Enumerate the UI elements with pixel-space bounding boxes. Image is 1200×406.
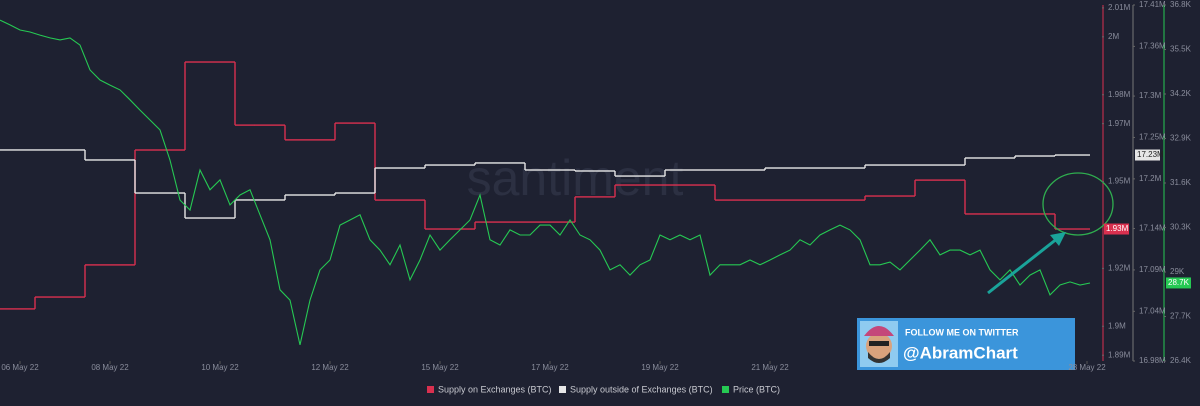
x-tick-label: 17 May 22 bbox=[531, 363, 569, 372]
legend-label: Supply on Exchanges (BTC) bbox=[438, 384, 552, 394]
y-tick-label: 1.89M bbox=[1108, 350, 1131, 359]
x-tick-label: 15 May 22 bbox=[421, 363, 459, 372]
y-tick-label: 17.09M bbox=[1139, 265, 1166, 274]
y-tick-label: 17.3M bbox=[1139, 91, 1162, 100]
legend-label: Supply outside of Exchanges (BTC) bbox=[570, 384, 713, 394]
avatar-beard bbox=[868, 352, 890, 363]
y-tick-label: 36.8K bbox=[1170, 0, 1192, 9]
legend-swatch bbox=[559, 386, 566, 393]
price-line bbox=[0, 19, 1091, 346]
y-tick-label: 1.92M bbox=[1108, 263, 1131, 272]
y-tick-label: 2M bbox=[1108, 32, 1119, 41]
x-tick-label: 06 May 22 bbox=[1, 363, 39, 372]
x-tick-label: 12 May 22 bbox=[311, 363, 349, 372]
y-tick-label: 26.4K bbox=[1170, 356, 1192, 365]
y-tick-label: 2.01M bbox=[1108, 3, 1131, 12]
x-tick-label: 21 May 22 bbox=[751, 363, 789, 372]
y-tick-label: 1.9M bbox=[1108, 321, 1126, 330]
y-tick-label: 29K bbox=[1170, 267, 1185, 276]
y-tick-label: 30.3K bbox=[1170, 223, 1192, 232]
avatar-cap bbox=[864, 326, 894, 336]
promo-badge: FOLLOW ME ON TWITTER @AbramChart bbox=[857, 318, 1075, 370]
y-tick-label: 17.04M bbox=[1139, 306, 1166, 315]
promo-line1: FOLLOW ME ON TWITTER bbox=[905, 327, 1019, 337]
y-tick-label: 17.2M bbox=[1139, 174, 1162, 183]
legend-label: Price (BTC) bbox=[733, 384, 780, 394]
y-tick-label: 34.2K bbox=[1170, 89, 1192, 98]
y-tick-label: 17.41M bbox=[1139, 0, 1166, 9]
legend-swatch bbox=[722, 386, 729, 393]
y-tick-label: 1.98M bbox=[1108, 90, 1131, 99]
y-tick-label: 32.9K bbox=[1170, 134, 1192, 143]
last-value-label: 28.7K bbox=[1168, 278, 1190, 287]
y-tick-label: 17.14M bbox=[1139, 224, 1166, 233]
x-tick-label: 28 May 22 bbox=[1068, 363, 1106, 372]
x-tick-label: 19 May 22 bbox=[641, 363, 679, 372]
last-value-label: 1.93M bbox=[1106, 224, 1129, 233]
last-value-badge bbox=[1135, 149, 1160, 161]
highlight-circle bbox=[1042, 172, 1114, 236]
last-value-badge bbox=[1166, 277, 1191, 289]
arrow-head bbox=[1050, 232, 1066, 246]
legend-swatch bbox=[427, 386, 434, 393]
promo-line2: @AbramChart bbox=[903, 343, 1018, 362]
y-tick-label: 31.6K bbox=[1170, 178, 1192, 187]
plot-area bbox=[0, 19, 1091, 346]
x-tick-label: 10 May 22 bbox=[201, 363, 239, 372]
last-value-badge bbox=[1104, 223, 1129, 235]
x-tick-label: 08 May 22 bbox=[91, 363, 129, 372]
y-tick-label: 1.97M bbox=[1108, 119, 1131, 128]
avatar-glasses bbox=[869, 341, 889, 346]
arrow-shaft bbox=[987, 236, 1059, 295]
y-tick-label: 16.98M bbox=[1139, 356, 1166, 365]
y-tick-label: 35.5K bbox=[1170, 45, 1192, 54]
last-value-label: 17.23M bbox=[1137, 150, 1164, 159]
y-tick-label: 27.7K bbox=[1170, 312, 1192, 321]
y-tick-label: 17.25M bbox=[1139, 133, 1166, 142]
y-tick-label: 17.36M bbox=[1139, 42, 1166, 51]
y-tick-label: 1.95M bbox=[1108, 177, 1131, 186]
